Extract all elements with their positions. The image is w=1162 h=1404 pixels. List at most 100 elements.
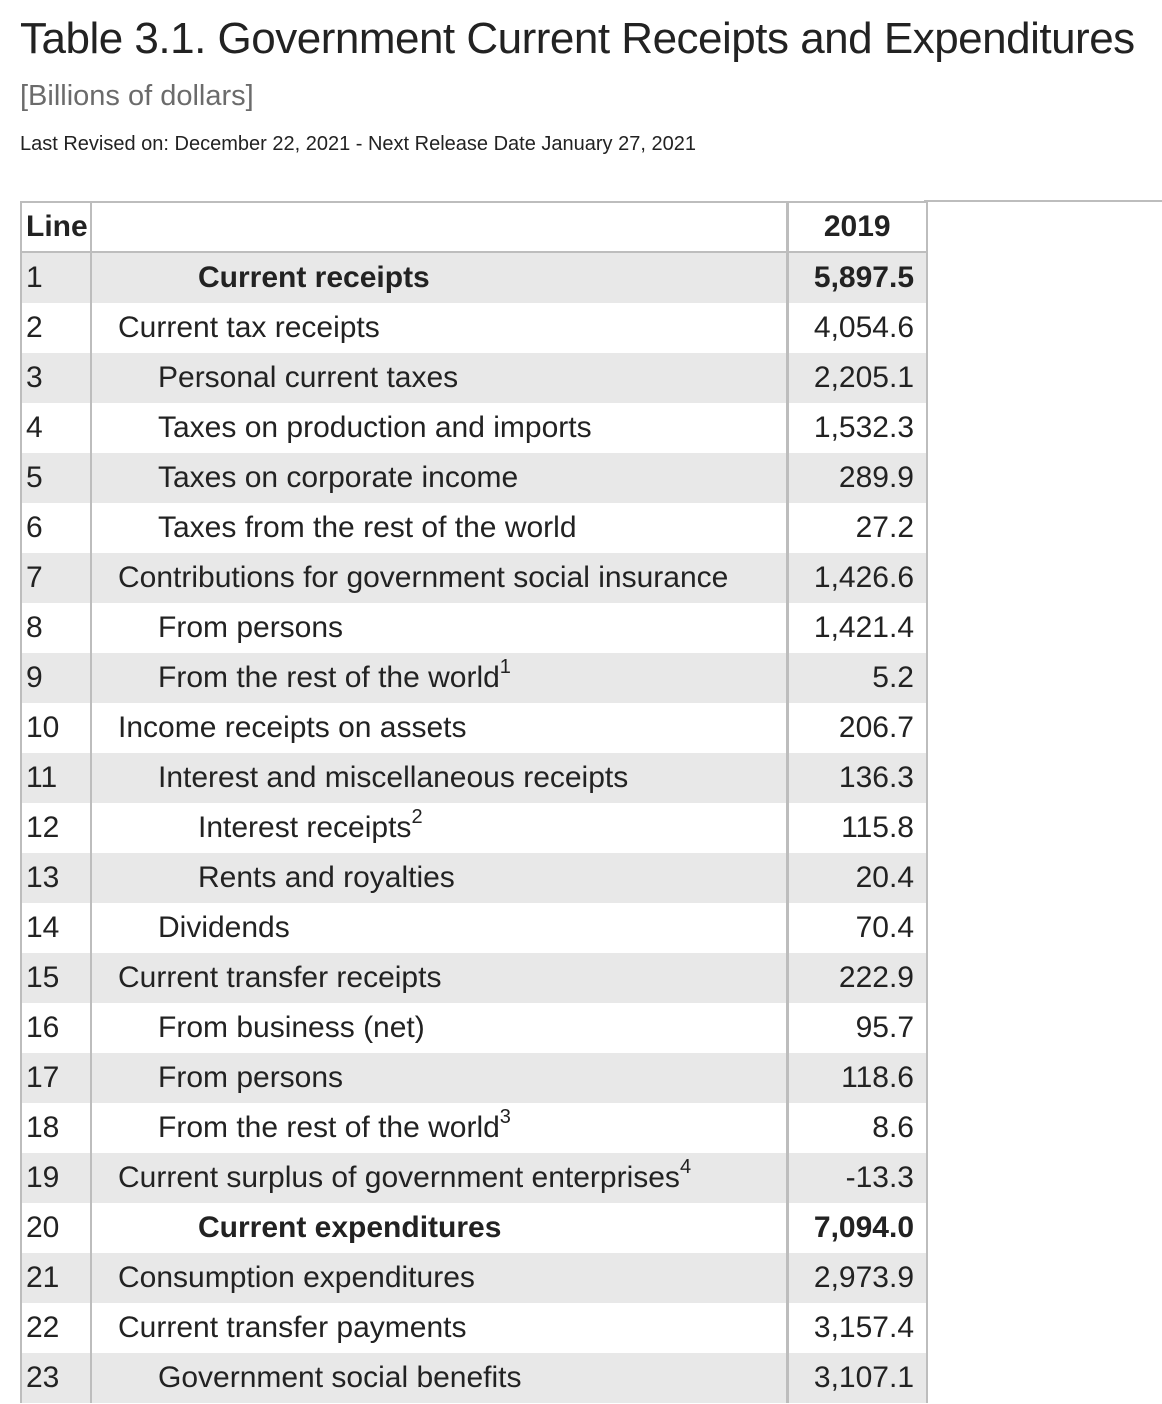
value-2019-cell: 5.2 <box>785 653 928 703</box>
row-label-cell: Taxes from the rest of the world <box>90 503 787 553</box>
line-number-cell: 20 <box>20 1203 91 1253</box>
table-row: 21 Consumption expenditures 2,973.9 <box>20 1253 928 1303</box>
row-label-text: Interest and miscellaneous receipts <box>158 761 629 794</box>
column-header-line[interactable]: Line <box>20 201 91 253</box>
row-label-cell: Current transfer payments <box>90 1303 787 1353</box>
row-label-text: From business (net) <box>158 1011 425 1044</box>
row-label-cell: From persons <box>90 1053 787 1103</box>
table-row: 4 Taxes on production and imports 1,532.3 <box>20 403 928 453</box>
row-label-text: Rents and royalties <box>198 861 455 894</box>
column-header-label <box>90 201 787 253</box>
row-label-text: Current tax receipts <box>118 311 380 344</box>
row-label-cell: Income receipts on assets <box>90 703 787 753</box>
footnote-marker[interactable]: 4 <box>679 1156 692 1178</box>
line-number-cell: 6 <box>20 503 91 553</box>
table-row: 8 From persons 1,421.4 <box>20 603 928 653</box>
table-row: 10 Income receipts on assets 206.7 <box>20 703 928 753</box>
value-2019-cell: 20.4 <box>785 853 928 903</box>
footnote-marker[interactable]: 1 <box>499 656 511 678</box>
value-2019-cell: 289.9 <box>785 453 928 503</box>
table-row: 3 Personal current taxes 2,205.1 <box>20 353 928 403</box>
row-label-text: Dividends <box>158 911 290 944</box>
value-2019-cell: 5,897.5 <box>785 252 928 303</box>
row-label-cell: Personal current taxes <box>90 353 787 403</box>
units-note: [Billions of dollars] <box>20 80 254 112</box>
table-body: 1 Current receipts 5,897.5 2 Current tax rec… <box>20 252 928 1403</box>
revision-info: Last Revised on: December 22, 2021 - Nex… <box>20 133 696 155</box>
row-label-text: Contributions for government social insu… <box>118 561 729 594</box>
value-2019-cell: 4,054.6 <box>785 303 928 353</box>
value-2019-cell: 3,157.4 <box>785 1303 928 1353</box>
row-label-text: Taxes from the rest of the world <box>158 511 577 544</box>
line-number-cell: 13 <box>20 853 91 903</box>
table-row: 1 Current receipts 5,897.5 <box>20 252 928 303</box>
row-label-cell: Current tax receipts <box>90 303 787 353</box>
row-label-text: From persons <box>158 1061 344 1094</box>
line-number-cell: 9 <box>20 653 91 703</box>
line-number-cell: 7 <box>20 553 91 603</box>
line-number-cell: 23 <box>20 1353 91 1403</box>
row-label-text: From persons <box>158 611 344 644</box>
value-2019-cell: 136.3 <box>785 753 928 803</box>
table-row: 17 From persons 118.6 <box>20 1053 928 1103</box>
row-label-text: Taxes on corporate income <box>158 461 519 494</box>
value-2019-cell: 70.4 <box>785 903 928 953</box>
line-number-cell: 22 <box>20 1303 91 1353</box>
row-label-text: Consumption expenditures <box>118 1261 475 1294</box>
table-row: 2 Current tax receipts 4,054.6 <box>20 303 928 353</box>
row-label-text: Personal current taxes <box>158 361 459 394</box>
value-2019-cell: 95.7 <box>785 1003 928 1053</box>
data-table-container: Line 2019 1 Current receipts 5,897.5 2 Curre… <box>20 201 928 1403</box>
row-label-cell: From the rest of the world1 <box>90 653 787 703</box>
table-row: 15 Current transfer receipts 222.9 <box>20 953 928 1003</box>
footnote-marker[interactable]: 2 <box>411 806 423 828</box>
header-rule <box>924 200 1162 202</box>
line-number-cell: 8 <box>20 603 91 653</box>
value-2019-cell: 2,205.1 <box>785 353 928 403</box>
value-2019-cell: 1,426.6 <box>785 553 928 603</box>
row-label-text: Current expenditures <box>198 1211 502 1244</box>
line-number-cell: 14 <box>20 903 91 953</box>
footnote-marker[interactable]: 3 <box>499 1106 511 1128</box>
row-label-cell: From business (net) <box>90 1003 787 1053</box>
row-label-cell: Current expenditures <box>90 1203 787 1253</box>
line-number-cell: 15 <box>20 953 91 1003</box>
table-row: 16 From business (net) 95.7 <box>20 1003 928 1053</box>
value-2019-cell: 8.6 <box>785 1103 928 1153</box>
value-2019-cell: 2,973.9 <box>785 1253 928 1303</box>
table-row: 9 From the rest of the world1 5.2 <box>20 653 928 703</box>
line-number-cell: 18 <box>20 1103 91 1153</box>
row-label-cell: From persons <box>90 603 787 653</box>
line-number-cell: 4 <box>20 403 91 453</box>
line-number-cell: 2 <box>20 303 91 353</box>
row-label-cell: Dividends <box>90 903 787 953</box>
page-title: Table 3.1. Government Current Receipts a… <box>20 14 1135 63</box>
table-row: 5 Taxes on corporate income 289.9 <box>20 453 928 503</box>
row-label-cell: Taxes on production and imports <box>90 403 787 453</box>
row-label-text: From the rest of the world <box>158 1111 500 1144</box>
column-header-year[interactable]: 2019 <box>785 201 928 253</box>
row-label-text: Current transfer receipts <box>118 961 442 994</box>
row-label-cell: Consumption expenditures <box>90 1253 787 1303</box>
row-label-text: Interest receipts <box>198 811 412 844</box>
row-label-cell: From the rest of the world3 <box>90 1103 787 1153</box>
table-row: 22 Current transfer payments 3,157.4 <box>20 1303 928 1353</box>
line-number-cell: 17 <box>20 1053 91 1103</box>
line-number-cell: 5 <box>20 453 91 503</box>
value-2019-cell: 27.2 <box>785 503 928 553</box>
table-row: 19 Current surplus of government enterpri… <box>20 1153 928 1203</box>
table-row: 11 Interest and miscellaneous receipts 136… <box>20 753 928 803</box>
row-label-cell: Government social benefits <box>90 1353 787 1403</box>
line-number-cell: 11 <box>20 753 91 803</box>
value-2019-cell: 115.8 <box>785 803 928 853</box>
line-number-cell: 3 <box>20 353 91 403</box>
table-row: 14 Dividends 70.4 <box>20 903 928 953</box>
table-row: 6 Taxes from the rest of the world 27.2 <box>20 503 928 553</box>
value-2019-cell: 206.7 <box>785 703 928 753</box>
table-row: 18 From the rest of the world3 8.6 <box>20 1103 928 1153</box>
row-label-cell: Current receipts <box>90 252 787 303</box>
table-row: 23 Government social benefits 3,107.1 <box>20 1353 928 1403</box>
row-label-text: Current receipts <box>198 261 430 294</box>
row-label-text: Income receipts on assets <box>118 711 467 744</box>
row-label-cell: Contributions for government social insu… <box>90 553 787 603</box>
